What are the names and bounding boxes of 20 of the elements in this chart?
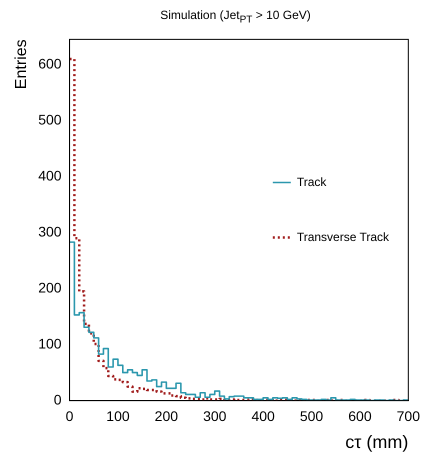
x-tick-label: 400 [251, 408, 276, 424]
y-tick-label: 500 [38, 111, 62, 128]
y-tick-label: 300 [38, 223, 62, 240]
x-tick-label: 200 [154, 408, 178, 424]
y-tick-label: 100 [38, 335, 62, 352]
x-tick-label: 300 [203, 408, 227, 424]
x-tick-label: 600 [348, 408, 372, 424]
y-tick-label: 600 [38, 55, 62, 72]
y-tick-label: 0 [54, 391, 62, 408]
x-axis-title: cτ (mm) [345, 432, 408, 452]
legend-label: Transverse Track [296, 230, 390, 244]
x-tick-label: 0 [66, 408, 74, 424]
legend-label: Track [296, 174, 328, 189]
x-tick-label: 500 [300, 408, 324, 424]
y-tick-label: 400 [38, 167, 62, 184]
y-axis-title: Entries [13, 39, 30, 90]
x-tick-label: 700 [396, 408, 420, 424]
y-tick-label: 200 [38, 279, 62, 296]
chart-title: Simulation (Jet$_{PT}$ > 10 GeV) [159, 8, 312, 28]
x-tick-label: 100 [106, 408, 130, 424]
